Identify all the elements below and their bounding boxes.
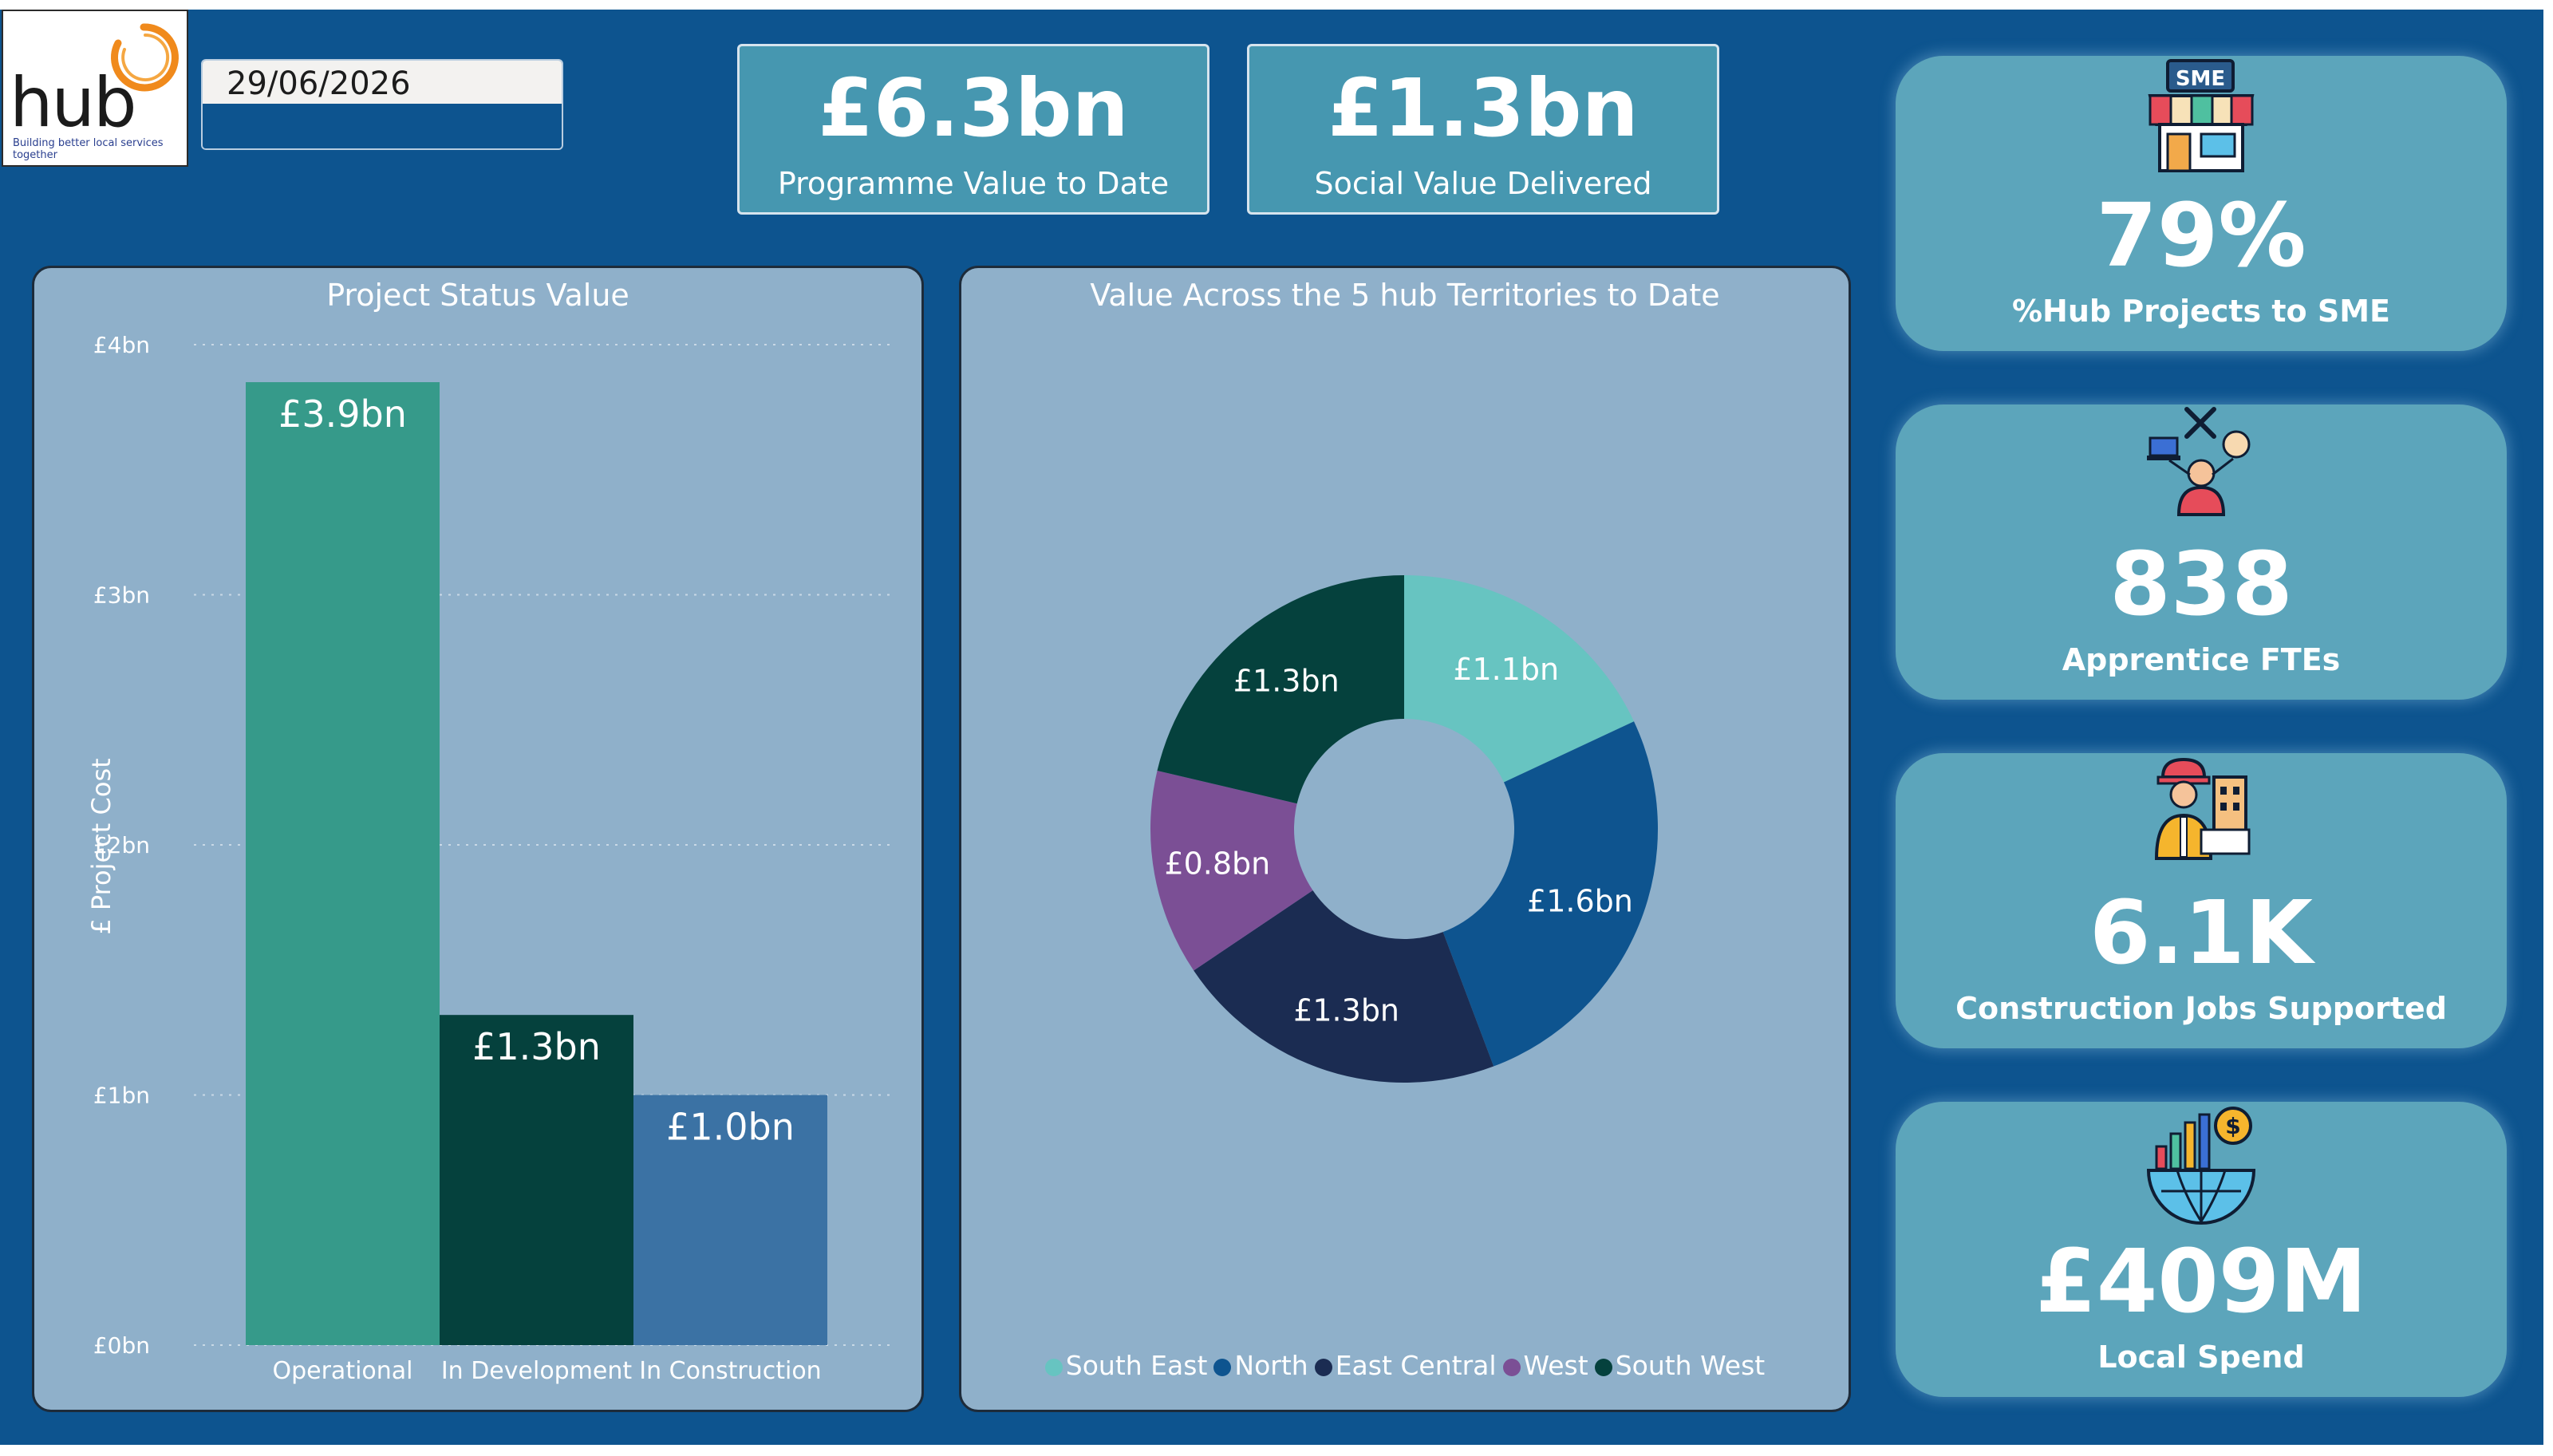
card-sme: SME 79% %Hub Projects to SME (1896, 56, 2507, 351)
logo-word: hub (10, 63, 137, 143)
slice-data-label: £1.1bn (1453, 652, 1559, 687)
apprentice-icon (2147, 407, 2251, 516)
legend-label: South West (1615, 1350, 1766, 1381)
y-tick-label: £2bn (93, 832, 150, 858)
card-value: £409M (2035, 1230, 2367, 1332)
card-label: Construction Jobs Supported (1955, 991, 2447, 1026)
slice-data-label: £0.8bn (1164, 846, 1270, 882)
y-axis-label: £ Project Cost (86, 758, 116, 934)
kpi-label: Social Value Delivered (1314, 166, 1652, 201)
card-construction-jobs: 6.1K Construction Jobs Supported (1896, 753, 2507, 1048)
legend-item[interactable]: West (1502, 1350, 1588, 1381)
legend-item[interactable]: South East (1044, 1350, 1208, 1381)
legend-swatch (1314, 1359, 1332, 1376)
legend-swatch (1594, 1359, 1612, 1376)
right-border (2543, 0, 2553, 1456)
legend-label: East Central (1335, 1350, 1497, 1381)
card-local-spend: $ £409M Local Spend (1896, 1102, 2507, 1397)
bar (440, 1015, 633, 1345)
card-label: %Hub Projects to SME (2011, 294, 2391, 329)
kpi-programme-value: £6.3bn Programme Value to Date (737, 44, 1209, 215)
bar-data-label: £1.3bn (472, 1025, 601, 1068)
donut-slice (1194, 890, 1494, 1083)
sme-shop-icon: SME (2148, 59, 2255, 172)
donut-slice (1404, 575, 1635, 783)
card-value: 79% (2096, 184, 2306, 286)
x-tick-label: Operational (272, 1357, 412, 1385)
card-apprentice: 838 Apprentice FTEs (1896, 404, 2507, 700)
donut-slice (1442, 721, 1658, 1067)
chart-legend[interactable]: South East North East Central West South Wes… (961, 1350, 1849, 1381)
project-status-chart[interactable]: Project Status Value £0bn £1bn £2bn £3bn £4b… (32, 266, 924, 1412)
legend-item[interactable]: East Central (1314, 1350, 1497, 1381)
kpi-value: £1.3bn (1328, 61, 1639, 155)
legend-item[interactable]: South West (1594, 1350, 1766, 1381)
card-label: Local Spend (2097, 1340, 2305, 1375)
svg-text:SME: SME (2176, 67, 2225, 91)
legend-swatch (1044, 1359, 1063, 1376)
kpi-social-value: £1.3bn Social Value Delivered (1247, 44, 1719, 215)
legend-swatch (1213, 1359, 1232, 1376)
date-slicer-track[interactable] (203, 104, 562, 148)
card-label: Apprentice FTEs (2062, 642, 2341, 677)
x-tick-label: In Construction (639, 1357, 821, 1385)
bottom-border (0, 1445, 2553, 1456)
legend-label: South East (1065, 1350, 1208, 1381)
y-tick-label: £0bn (93, 1332, 150, 1359)
legend-swatch (1502, 1359, 1521, 1376)
card-value: 6.1K (2089, 882, 2314, 984)
y-tick-label: £4bn (93, 332, 150, 358)
top-border (0, 0, 2553, 10)
donut-slice (1150, 770, 1313, 971)
y-tick-label: £1bn (93, 1083, 150, 1109)
territories-chart[interactable]: Value Across the 5 hub Territories to Da… (959, 266, 1851, 1412)
logo-tagline: Building better local services together (13, 137, 164, 161)
donut-slice (1157, 575, 1404, 804)
kpi-value: £6.3bn (818, 61, 1129, 155)
bar-data-label: £1.0bn (666, 1106, 795, 1149)
kpi-label: Programme Value to Date (777, 166, 1170, 201)
slice-data-label: £1.3bn (1233, 663, 1340, 698)
global-spend-icon: $ (2146, 1107, 2256, 1225)
y-tick-label: £3bn (93, 582, 150, 609)
chart-title: Project Status Value (326, 278, 629, 313)
logo-ring-icon (111, 23, 179, 92)
bar-data-label: £3.9bn (278, 393, 407, 436)
bar-chart-svg[interactable]: £0bn £1bn £2bn £3bn £4bn £ Project Cost £3.9bn… (34, 268, 921, 1410)
bar (246, 382, 440, 1345)
slice-data-label: £1.6bn (1527, 884, 1633, 919)
date-slicer[interactable]: 29/06/2026 (201, 59, 563, 150)
bar (633, 1095, 827, 1345)
card-value: 838 (2109, 533, 2293, 635)
chart-title: Value Across the 5 hub Territories to Da… (1090, 278, 1720, 313)
slice-data-label: £1.3bn (1293, 993, 1399, 1028)
construction-worker-icon (2154, 757, 2251, 860)
legend-label: North (1234, 1350, 1308, 1381)
x-tick-label: In Development (441, 1357, 633, 1385)
hub-logo: hub Building better local services toget… (2, 10, 188, 167)
legend-label: West (1523, 1350, 1588, 1381)
donut-chart-svg[interactable]: £1.1bn £1.6bn £1.3bn £0.8bn £1.3bn (961, 268, 1849, 1410)
legend-item[interactable]: North (1213, 1350, 1308, 1381)
date-slicer-value[interactable]: 29/06/2026 (203, 61, 562, 104)
svg-text:$: $ (2225, 1113, 2240, 1139)
